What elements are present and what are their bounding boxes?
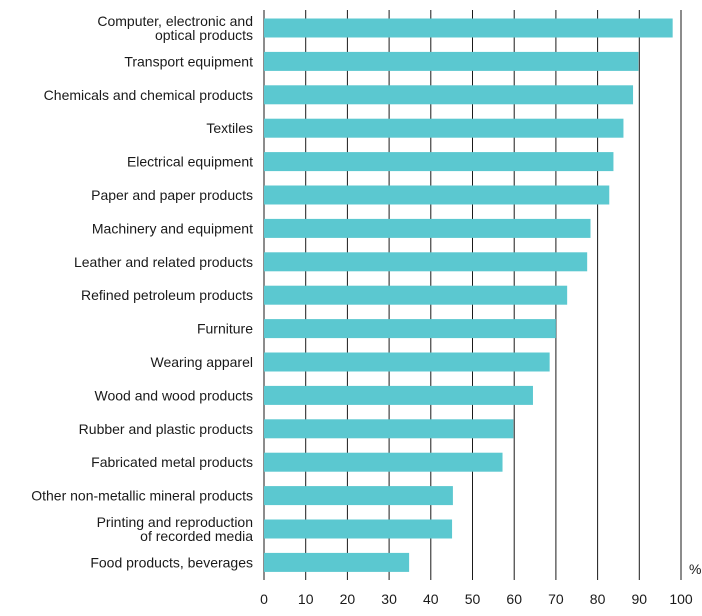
category-label: Wood and wood products	[94, 387, 253, 403]
bar	[264, 218, 591, 238]
bar	[264, 552, 410, 572]
bar	[264, 419, 514, 439]
category-label: Computer, electronic and	[97, 13, 253, 29]
category-label: Refined petroleum products	[81, 287, 253, 303]
bar	[264, 319, 556, 339]
category-label: Leather and related products	[74, 254, 253, 270]
x-tick-label: 100	[669, 591, 693, 607]
bar	[264, 385, 533, 405]
bar	[264, 285, 568, 305]
bar	[264, 118, 624, 138]
bar	[264, 486, 453, 506]
category-label: Printing and reproduction	[97, 514, 253, 530]
category-label: Fabricated metal products	[91, 454, 253, 470]
x-tick-label: 40	[423, 591, 439, 607]
x-tick-label: 10	[298, 591, 314, 607]
bar	[264, 18, 673, 38]
category-label: Electrical equipment	[127, 154, 253, 170]
x-tick-label: 0	[260, 591, 268, 607]
bar	[264, 252, 588, 272]
bars	[264, 18, 673, 572]
x-tick-label: 50	[465, 591, 481, 607]
bar	[264, 152, 614, 172]
bar	[264, 519, 453, 539]
category-label: Chemicals and chemical products	[44, 87, 253, 103]
category-label: Machinery and equipment	[92, 220, 253, 236]
category-label: Textiles	[206, 120, 253, 136]
category-label: optical products	[155, 27, 253, 43]
unit-label: %	[689, 561, 701, 577]
bar	[264, 352, 550, 372]
category-label: Other non-metallic mineral products	[31, 488, 253, 504]
category-label: Transport equipment	[124, 53, 253, 69]
bar	[264, 185, 610, 205]
bar	[264, 85, 634, 105]
bar	[264, 51, 639, 71]
x-tick-label: 20	[340, 591, 356, 607]
x-tick-label: 90	[632, 591, 648, 607]
x-tick-label: 80	[590, 591, 606, 607]
category-label: Paper and paper products	[91, 187, 253, 203]
bar	[264, 452, 503, 472]
category-label: Wearing apparel	[151, 354, 253, 370]
category-label: Rubber and plastic products	[79, 421, 253, 437]
x-tick-label: 30	[381, 591, 397, 607]
category-label: Food products, beverages	[90, 554, 253, 570]
category-label: Furniture	[197, 321, 253, 337]
x-tick-label: 60	[506, 591, 522, 607]
category-label: of recorded media	[140, 528, 253, 544]
x-axis-ticks: 0 10 20 30 40 50 60 70 80 90 100	[260, 591, 693, 607]
x-tick-label: 70	[548, 591, 564, 607]
